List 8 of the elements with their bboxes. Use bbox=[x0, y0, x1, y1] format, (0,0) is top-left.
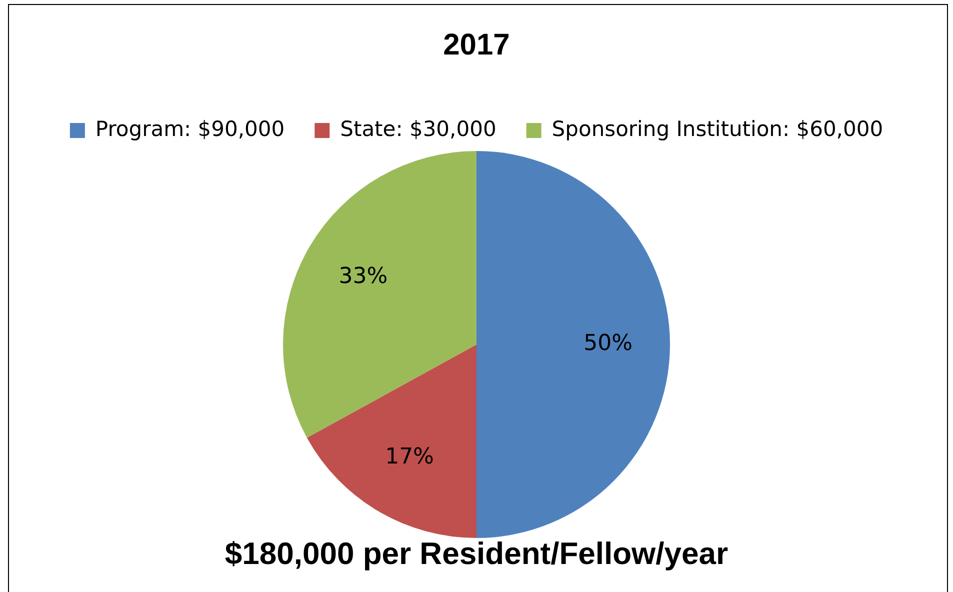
data-label: 50% bbox=[584, 331, 633, 356]
legend-label: State: $30,000 bbox=[340, 116, 496, 141]
text: $180,000 per Resident/Fellow/year bbox=[224, 536, 730, 572]
data-label: 17% bbox=[385, 444, 434, 470]
data-label: 33% bbox=[338, 264, 388, 290]
chart-title: 2017 bbox=[443, 28, 510, 62]
legend-label: Program: $90,000 bbox=[95, 116, 285, 141]
legend-label: Sponsoring Institution: $60,000 bbox=[552, 116, 884, 141]
